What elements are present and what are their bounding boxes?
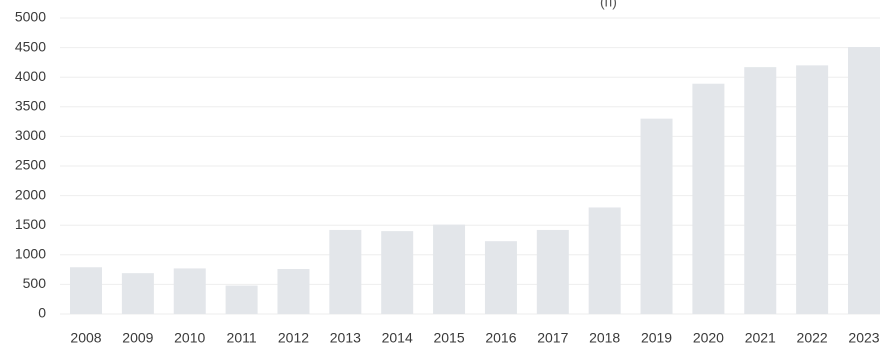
x-tick-label: 2022: [797, 330, 828, 346]
y-tick-label: 3500: [15, 98, 46, 114]
bar-2008: [70, 267, 102, 314]
bar-2010: [173, 268, 206, 314]
bar-2014: [381, 231, 414, 314]
bar-2022: [796, 65, 829, 314]
x-tick-label: 2010: [174, 330, 205, 346]
bar-2015: [433, 224, 466, 314]
x-tick-label: 2021: [745, 330, 776, 346]
y-tick-label: 4000: [15, 68, 46, 84]
x-tick-label: 2015: [433, 330, 464, 346]
x-tick-label: 2020: [693, 330, 724, 346]
y-tick-label: 1000: [15, 246, 46, 262]
x-axis-tick-labels: 2008 2009 2010 2011 2012 2013 2014 2015 2016 2017…: [70, 330, 879, 346]
y-tick-label: 500: [23, 275, 47, 291]
bar-2013: [329, 229, 362, 314]
bar-2017: [536, 229, 569, 314]
bar-2016: [484, 241, 517, 314]
x-tick-label: 2012: [278, 330, 309, 346]
x-tick-label: 2011: [227, 330, 257, 346]
y-tick-label: 2500: [15, 157, 46, 173]
y-axis-tick-labels: 0 500 1000 1500 2000 2500 3000 3500 4000 4500 5000: [15, 9, 46, 321]
y-tick-label: 3000: [15, 127, 46, 143]
y-tick-label: 0: [38, 305, 46, 321]
x-tick-label: 2009: [122, 330, 153, 346]
x-tick-label: 2008: [70, 330, 101, 346]
y-tick-label: 2000: [15, 186, 46, 202]
x-tick-label: 2019: [641, 330, 672, 346]
x-tick-label: 2016: [485, 330, 516, 346]
bar-2018: [588, 207, 621, 314]
bar-2011: [225, 285, 258, 314]
x-tick-label: 2023: [848, 330, 879, 346]
y-tick-label: 4500: [15, 38, 46, 54]
bar-2009: [121, 273, 154, 314]
x-tick-label: 2014: [382, 330, 413, 346]
chart-title-fragment: (п): [600, 0, 617, 10]
bar-2021: [744, 67, 777, 314]
y-tick-label: 1500: [15, 216, 46, 232]
y-tick-label: 5000: [15, 9, 46, 25]
bars: [70, 47, 880, 315]
bar-2023: [848, 47, 880, 315]
bar-2019: [640, 118, 673, 314]
x-tick-label: 2017: [537, 330, 568, 346]
x-tick-label: 2018: [589, 330, 620, 346]
bar-2020: [692, 83, 725, 314]
x-tick-label: 2013: [330, 330, 361, 346]
bar-2012: [277, 269, 310, 314]
